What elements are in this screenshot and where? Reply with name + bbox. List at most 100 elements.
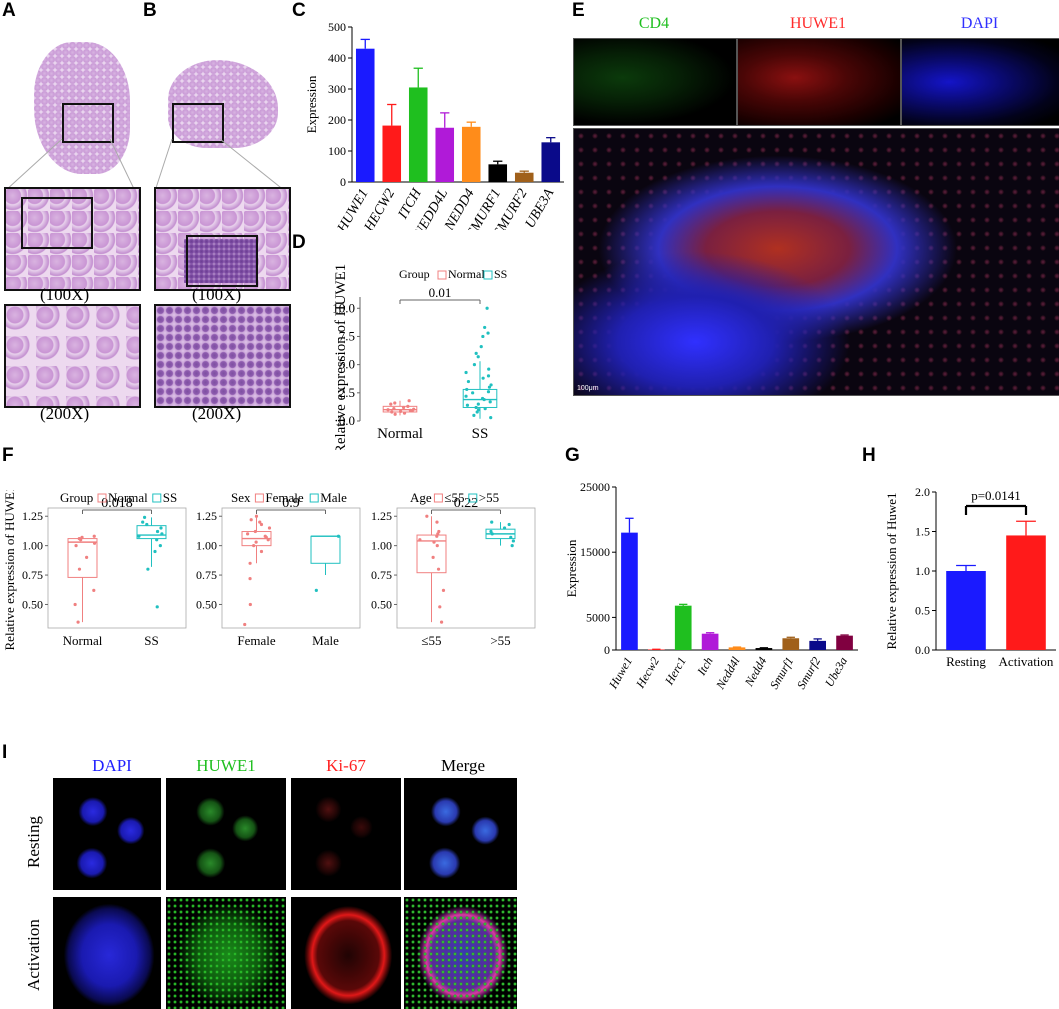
x-tick-label: Activation bbox=[999, 654, 1054, 669]
zoom-lines-b bbox=[154, 138, 286, 192]
data-point bbox=[142, 515, 147, 520]
legend-swatch bbox=[468, 493, 478, 503]
data-point bbox=[92, 541, 97, 545]
y-tick-label: 0.50 bbox=[371, 597, 392, 611]
data-point bbox=[489, 529, 493, 534]
data-point bbox=[435, 544, 439, 548]
magnification-label: (100X) bbox=[192, 285, 242, 304]
x-tick-label: Huwe1 bbox=[605, 655, 635, 692]
data-point bbox=[465, 403, 470, 407]
data-point bbox=[153, 549, 157, 554]
y-tick-label: 400 bbox=[328, 51, 346, 65]
data-point bbox=[74, 544, 78, 548]
data-point bbox=[401, 405, 406, 410]
p-value: 0.22 bbox=[454, 496, 479, 511]
column-label-merge: Merge bbox=[440, 756, 486, 775]
zoom-lines-a bbox=[4, 138, 136, 192]
y-tick-label: 1.25 bbox=[371, 509, 392, 523]
magnification-label: (200X) bbox=[192, 404, 242, 423]
roi-box-a bbox=[62, 103, 114, 143]
bar bbox=[1006, 535, 1046, 650]
data-point bbox=[267, 526, 272, 530]
panel-label-e: E bbox=[572, 0, 585, 21]
data-point bbox=[145, 522, 149, 527]
x-tick-label: >55 bbox=[490, 633, 510, 648]
box bbox=[462, 388, 498, 408]
data-point bbox=[418, 538, 422, 542]
data-point bbox=[441, 588, 446, 592]
magnification-label: (100X) bbox=[40, 285, 90, 304]
bar bbox=[435, 127, 455, 182]
micrograph-dapi-resting bbox=[53, 778, 161, 890]
box bbox=[67, 538, 98, 578]
column-label-ki67: Ki-67 bbox=[326, 756, 366, 775]
y-tick-label: 1.5 bbox=[915, 525, 930, 539]
legend-swatch bbox=[152, 493, 162, 503]
p-value: 0.01 bbox=[429, 285, 452, 300]
data-point bbox=[464, 370, 468, 375]
scale-bar-label: 100μm bbox=[577, 385, 599, 392]
data-point bbox=[485, 306, 489, 310]
x-tick-label: Hecw2 bbox=[633, 655, 662, 692]
bar bbox=[946, 571, 986, 650]
panel-label-g: G bbox=[565, 445, 580, 466]
x-tick-label: Male bbox=[312, 633, 339, 648]
legend-item: Female bbox=[265, 490, 303, 505]
tissue-section-a bbox=[34, 42, 130, 174]
y-tick-label: 15000 bbox=[580, 545, 610, 559]
y-tick-label: 300 bbox=[328, 82, 346, 96]
data-point bbox=[314, 588, 318, 592]
data-point bbox=[77, 536, 81, 541]
data-point bbox=[483, 325, 487, 330]
data-point bbox=[466, 379, 471, 384]
chart-c: 0100200300400500HUWE1HECW2ITCHNEDD4LNEDD… bbox=[304, 20, 564, 230]
data-point bbox=[412, 407, 416, 411]
data-point bbox=[438, 605, 442, 609]
data-point bbox=[252, 544, 256, 548]
data-point bbox=[474, 405, 478, 410]
fluorescence-dapi bbox=[901, 38, 1059, 126]
data-point bbox=[160, 532, 164, 536]
x-tick-label: SS bbox=[472, 426, 489, 442]
y-tick-label: 1.25 bbox=[22, 509, 43, 523]
legend-item: Male bbox=[320, 490, 347, 505]
y-tick-label: 2.0 bbox=[915, 485, 930, 499]
fluorescence-cd4 bbox=[573, 38, 737, 126]
x-tick-label: SS bbox=[144, 633, 158, 648]
channel-label-huwe1: HUWE1 bbox=[790, 15, 846, 32]
x-tick-label: Female bbox=[237, 633, 275, 648]
y-tick-label: 1.0 bbox=[915, 564, 930, 578]
data-point bbox=[393, 412, 397, 416]
data-point bbox=[509, 535, 513, 540]
y-tick-label: 5000 bbox=[586, 610, 610, 624]
x-tick-label: Normal bbox=[377, 426, 423, 442]
data-point bbox=[487, 385, 492, 389]
y-tick-label: 2.5 bbox=[339, 385, 355, 400]
data-point bbox=[390, 410, 394, 414]
data-point bbox=[85, 555, 89, 560]
bar bbox=[728, 647, 746, 650]
p-value: 0.018 bbox=[101, 496, 133, 511]
y-tick-label: 25000 bbox=[580, 480, 610, 494]
legend-swatch-ss bbox=[483, 270, 493, 280]
bar bbox=[408, 87, 428, 182]
data-point bbox=[432, 540, 436, 544]
y-tick-label: 1.00 bbox=[371, 539, 392, 553]
data-point bbox=[488, 400, 492, 404]
row-label-resting: Resting bbox=[24, 816, 43, 868]
data-point bbox=[259, 549, 264, 554]
bar bbox=[809, 640, 827, 650]
y-tick-label: 1.00 bbox=[196, 539, 217, 553]
bar bbox=[701, 633, 719, 650]
data-point bbox=[406, 404, 410, 408]
y-tick-label: 0.5 bbox=[915, 604, 930, 618]
p-value: 0.9 bbox=[282, 496, 300, 511]
y-axis-label: Expression bbox=[304, 75, 319, 133]
data-point bbox=[398, 409, 403, 414]
data-point bbox=[431, 555, 435, 560]
y-axis-label: Relative expression of Huwe1 bbox=[884, 492, 899, 649]
data-point bbox=[386, 408, 390, 412]
data-point bbox=[472, 363, 477, 367]
row-label-activation: Activation bbox=[24, 919, 43, 991]
